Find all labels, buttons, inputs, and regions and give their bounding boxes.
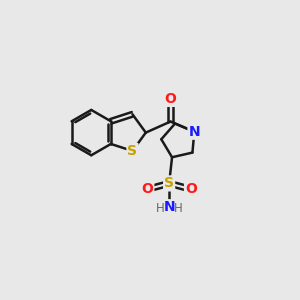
Text: O: O bbox=[164, 92, 176, 106]
Text: O: O bbox=[141, 182, 153, 196]
Text: N: N bbox=[163, 200, 175, 214]
Text: H: H bbox=[173, 202, 182, 215]
Text: O: O bbox=[185, 182, 197, 196]
Text: S: S bbox=[128, 144, 137, 158]
Text: N: N bbox=[188, 125, 200, 139]
Text: S: S bbox=[164, 176, 174, 190]
Text: H: H bbox=[155, 202, 164, 215]
